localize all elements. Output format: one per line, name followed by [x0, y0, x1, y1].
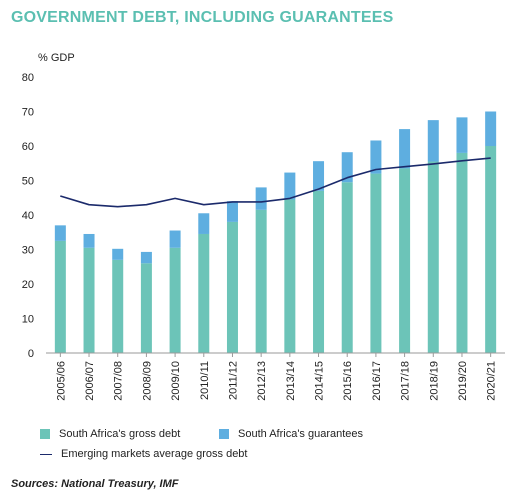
- y-tick-label: 60: [22, 141, 34, 153]
- x-tick-label: 2014/15: [314, 361, 326, 401]
- legend-swatch-gross: [40, 429, 50, 439]
- y-tick-label: 70: [22, 107, 34, 119]
- y-axis-label: % GDP: [38, 52, 75, 64]
- x-tick-label: 2013/14: [285, 361, 297, 401]
- bar-gross: [226, 221, 238, 353]
- axes-group: 0 10 20 30 40 50 60 70 80 2005/06 2006/07 2007/08 20…: [22, 72, 505, 401]
- bar-guarantees: [485, 111, 497, 146]
- legend-item-gross: South Africa's gross debt: [40, 428, 180, 440]
- bar-group: [54, 111, 497, 353]
- y-tick-label: 20: [22, 279, 34, 291]
- x-tick-label: 2015/16: [342, 361, 354, 401]
- bar-guarantees: [399, 129, 411, 169]
- x-tick-label: 2020/21: [486, 361, 498, 401]
- bar-gross: [427, 161, 439, 353]
- x-tick-label: 2017/18: [400, 361, 412, 401]
- bar-guarantees: [112, 248, 124, 260]
- legend-label-gross: South Africa's gross debt: [59, 428, 181, 440]
- bar-gross: [140, 263, 152, 353]
- bar-guarantees: [83, 233, 95, 248]
- bar-guarantees: [427, 120, 439, 162]
- bar-gross: [456, 152, 468, 353]
- x-tick-label: 2019/20: [457, 361, 469, 401]
- bar-gross: [83, 247, 95, 353]
- bar-guarantees: [313, 161, 325, 191]
- x-tick-label: 2012/13: [256, 361, 268, 401]
- bar-gross: [399, 168, 411, 353]
- y-tick-label: 40: [22, 210, 34, 222]
- chart-title: GOVERNMENT DEBT, INCLUDING GUARANTEES: [11, 9, 394, 26]
- bar-gross: [341, 182, 353, 353]
- line-em-average: [60, 157, 491, 208]
- bar-gross: [284, 199, 296, 353]
- x-tick-label: 2018/19: [428, 361, 440, 401]
- bar-gross: [485, 146, 497, 353]
- y-tick-label: 50: [22, 176, 34, 188]
- legend-label-guarantees: South Africa's guarantees: [238, 428, 364, 440]
- bar-guarantees: [140, 251, 152, 264]
- legend-item-guarantees: South Africa's guarantees: [219, 428, 363, 440]
- x-tick-label: 2016/17: [371, 361, 383, 401]
- y-tick-label: 30: [22, 245, 34, 257]
- legend-swatch-guarantees: [219, 429, 229, 439]
- x-tick-label: 2006/07: [84, 361, 96, 401]
- bar-guarantees: [54, 225, 66, 241]
- x-tick-label: 2010/11: [199, 361, 211, 400]
- bar-guarantees: [226, 201, 238, 222]
- x-tick-label: 2009/10: [170, 361, 182, 401]
- y-tick-label: 10: [22, 314, 34, 326]
- y-tick-label: 0: [28, 348, 34, 360]
- legend-label-em: Emerging markets average gross debt: [61, 448, 248, 460]
- source-note: Sources: National Treasury, IMF: [11, 478, 179, 490]
- bar-guarantees: [198, 213, 210, 234]
- chart-canvas: 0 10 20 30 40 50 60 70 80 2005/06 2006/07 2007/08 20…: [22, 72, 505, 401]
- bar-guarantees: [456, 117, 468, 153]
- x-tick-label: 2007/08: [113, 361, 125, 401]
- bar-gross: [370, 173, 382, 353]
- bar-guarantees: [284, 172, 296, 200]
- line-group: [60, 157, 491, 208]
- x-tick-label: 2005/06: [55, 361, 67, 401]
- x-tick-label: 2011/12: [227, 361, 239, 400]
- bar-gross: [112, 259, 124, 353]
- bar-guarantees: [341, 152, 353, 183]
- bar-gross: [54, 240, 66, 353]
- legend-line-em: [40, 453, 52, 455]
- x-tick-label: 2008/09: [141, 361, 153, 401]
- legend-item-em-line: Emerging markets average gross debt: [40, 448, 247, 460]
- bar-guarantees: [255, 187, 267, 210]
- y-tick-label: 80: [22, 72, 34, 84]
- bar-gross: [313, 190, 325, 353]
- bar-guarantees: [370, 140, 382, 174]
- bar-guarantees: [169, 230, 181, 248]
- bar-gross: [255, 209, 267, 353]
- bar-gross: [198, 233, 210, 353]
- bar-gross: [169, 247, 181, 353]
